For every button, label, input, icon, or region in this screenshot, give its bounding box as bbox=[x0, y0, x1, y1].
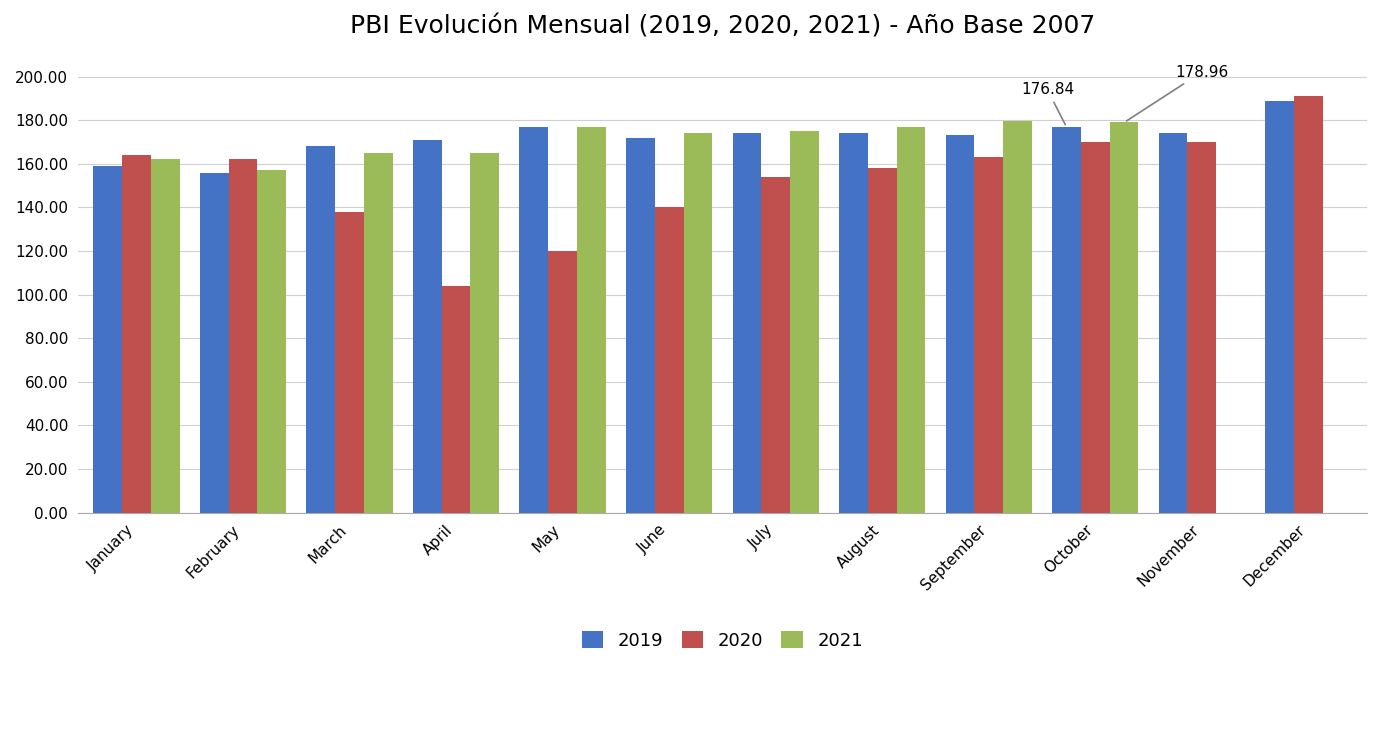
Bar bbox=[228, 159, 257, 512]
Bar bbox=[1294, 96, 1323, 512]
Bar bbox=[1158, 134, 1187, 512]
Bar bbox=[897, 127, 926, 512]
Bar bbox=[578, 127, 605, 512]
Bar bbox=[791, 131, 820, 512]
Bar bbox=[520, 127, 549, 512]
Bar bbox=[470, 153, 499, 512]
Bar bbox=[94, 166, 122, 512]
Bar bbox=[868, 168, 897, 512]
Bar bbox=[413, 140, 442, 512]
Text: 176.84: 176.84 bbox=[1021, 82, 1074, 125]
Bar bbox=[200, 172, 228, 512]
Bar bbox=[257, 170, 286, 512]
Bar bbox=[839, 134, 868, 512]
Bar bbox=[1081, 142, 1110, 512]
Bar bbox=[336, 212, 363, 512]
Bar bbox=[442, 286, 470, 512]
Bar bbox=[1266, 101, 1294, 512]
Bar bbox=[1110, 123, 1139, 512]
Bar bbox=[655, 208, 684, 512]
Bar bbox=[122, 155, 151, 512]
Bar bbox=[151, 159, 180, 512]
Legend: 2019, 2020, 2021: 2019, 2020, 2021 bbox=[572, 622, 872, 658]
Bar bbox=[363, 153, 392, 512]
Title: PBI Evolución Mensual (2019, 2020, 2021) - Año Base 2007: PBI Evolución Mensual (2019, 2020, 2021)… bbox=[350, 15, 1095, 39]
Bar bbox=[1187, 142, 1216, 512]
Text: 178.96: 178.96 bbox=[1126, 65, 1229, 121]
Bar bbox=[307, 146, 336, 512]
Bar bbox=[684, 134, 712, 512]
Bar bbox=[732, 134, 761, 512]
Bar bbox=[626, 138, 655, 512]
Bar bbox=[549, 251, 578, 512]
Bar bbox=[945, 136, 974, 512]
Bar bbox=[1052, 127, 1081, 512]
Bar bbox=[761, 177, 791, 512]
Bar bbox=[974, 157, 1003, 512]
Bar bbox=[1003, 121, 1032, 512]
